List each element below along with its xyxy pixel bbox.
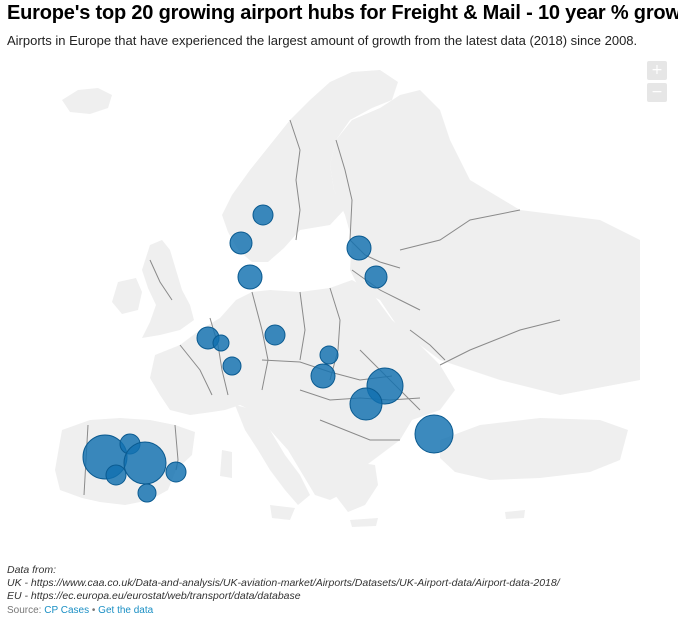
airport-bubbles: [82, 204, 454, 503]
source-label: Source:: [7, 605, 42, 616]
airport-bubble[interactable]: [237, 264, 263, 290]
notes-uk-source: UK - https://www.caa.co.uk/Data-and-anal…: [7, 577, 560, 589]
source-link[interactable]: CP Cases: [44, 605, 90, 616]
zoom-out-button[interactable]: −: [647, 83, 667, 102]
get-data-link[interactable]: Get the data: [98, 605, 154, 616]
airport-bubble[interactable]: [364, 265, 388, 289]
islands: [220, 450, 295, 520]
data-notes: Data from: UK - https://www.caa.co.uk/Da…: [7, 564, 560, 603]
airport-bubble[interactable]: [165, 461, 187, 483]
airport-bubble[interactable]: [310, 363, 336, 389]
map-title: Europe's top 20 growing airport hubs for…: [7, 2, 678, 24]
iceland: [62, 88, 112, 114]
airport-bubble[interactable]: [222, 356, 242, 376]
airport-bubble[interactable]: [414, 414, 454, 454]
great-britain: [142, 240, 194, 338]
ireland: [112, 278, 142, 314]
footer-separator: •: [91, 605, 96, 616]
airport-bubble[interactable]: [346, 235, 372, 261]
airport-bubble[interactable]: [123, 441, 167, 485]
greece: [330, 462, 378, 512]
crete: [350, 510, 525, 527]
source-footer: Source: CP Cases • Get the data: [7, 605, 153, 616]
map-subtitle: Airports in Europe that have experienced…: [7, 33, 638, 48]
europe-map[interactable]: [0, 56, 678, 556]
airport-bubble[interactable]: [212, 334, 230, 352]
italy: [235, 405, 310, 505]
airport-bubble[interactable]: [264, 324, 286, 346]
notes-eu-source: EU - https://ec.europa.eu/eurostat/web/t…: [7, 590, 301, 602]
airport-bubble[interactable]: [319, 345, 339, 365]
notes-heading: Data from:: [7, 564, 57, 576]
airport-bubble[interactable]: [252, 204, 274, 226]
airport-bubble[interactable]: [229, 231, 253, 255]
airport-bubble[interactable]: [349, 387, 383, 421]
zoom-in-button[interactable]: +: [647, 61, 667, 80]
turkey: [440, 418, 628, 480]
continental-europe: [150, 280, 455, 500]
airport-bubble[interactable]: [105, 464, 127, 486]
finland-russia: [330, 90, 640, 395]
airport-bubble[interactable]: [137, 483, 157, 503]
